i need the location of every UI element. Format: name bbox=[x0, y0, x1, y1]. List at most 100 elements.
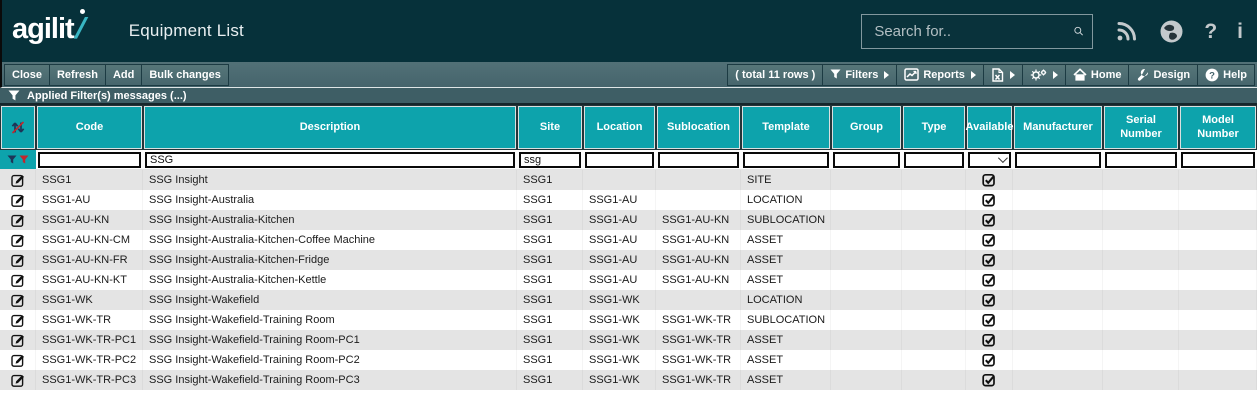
available-filter-select[interactable] bbox=[968, 151, 1011, 168]
cell-group bbox=[831, 290, 902, 310]
sort-column-header[interactable] bbox=[1, 106, 35, 149]
serial-number-filter-input[interactable] bbox=[1105, 151, 1177, 168]
feed-icon[interactable] bbox=[1115, 19, 1139, 43]
edit-row-button[interactable] bbox=[0, 330, 36, 350]
available-checkbox bbox=[982, 193, 995, 207]
cell-manufacturer bbox=[1013, 210, 1103, 230]
export-menu-button[interactable] bbox=[982, 63, 1022, 86]
globe-icon[interactable] bbox=[1159, 19, 1184, 44]
edit-row-button[interactable] bbox=[0, 350, 36, 370]
cell-available[interactable] bbox=[966, 290, 1013, 310]
cell-available[interactable] bbox=[966, 250, 1013, 270]
cell-site: SSG1 bbox=[517, 310, 583, 330]
column-header-sublocation[interactable]: Sublocation bbox=[657, 106, 740, 149]
column-header-group[interactable]: Group bbox=[832, 106, 901, 149]
close-button[interactable]: Close bbox=[4, 63, 49, 86]
column-header-description[interactable]: Description bbox=[144, 106, 516, 149]
search-input[interactable] bbox=[874, 22, 1074, 40]
cell-template: SITE bbox=[741, 170, 831, 190]
cell-sublocation bbox=[656, 170, 741, 190]
filter-actions-cell[interactable] bbox=[0, 150, 36, 169]
cell-template: ASSET bbox=[741, 270, 831, 290]
column-header-template[interactable]: Template bbox=[742, 106, 830, 149]
reports-menu-button[interactable]: Reports bbox=[896, 63, 983, 86]
cell-site: SSG1 bbox=[517, 230, 583, 250]
edit-row-button[interactable] bbox=[0, 230, 36, 250]
submenu-arrow-icon bbox=[1052, 70, 1058, 79]
group-filter-input[interactable] bbox=[833, 151, 900, 168]
info-icon[interactable]: i bbox=[1237, 19, 1243, 43]
gears-icon bbox=[1030, 69, 1047, 80]
code-filter-input[interactable] bbox=[38, 151, 141, 168]
cell-model-number bbox=[1179, 290, 1257, 310]
cell-available[interactable] bbox=[966, 370, 1013, 390]
apply-filter-icon[interactable] bbox=[7, 155, 17, 165]
edit-row-button[interactable] bbox=[0, 290, 36, 310]
bulk-changes-button[interactable]: Bulk changes bbox=[141, 63, 229, 86]
filters-menu-button[interactable]: Filters bbox=[822, 63, 897, 86]
manufacturer-filter-input[interactable] bbox=[1015, 151, 1101, 168]
edit-row-button[interactable] bbox=[0, 310, 36, 330]
applied-filters-bar[interactable]: Applied Filter(s) messages (...) bbox=[0, 88, 1257, 105]
cell-sublocation: SSG1-AU-KN bbox=[656, 270, 741, 290]
cell-available[interactable] bbox=[966, 170, 1013, 190]
settings-menu-button[interactable] bbox=[1021, 63, 1065, 86]
home-button[interactable]: Home bbox=[1064, 63, 1129, 86]
cell-template: LOCATION bbox=[741, 190, 831, 210]
model-number-filter-input[interactable] bbox=[1181, 151, 1255, 168]
edit-row-button[interactable] bbox=[0, 170, 36, 190]
cell-group bbox=[831, 270, 902, 290]
cell-sublocation bbox=[656, 290, 741, 310]
column-header-available[interactable]: Available bbox=[966, 106, 1013, 149]
cell-available[interactable] bbox=[966, 310, 1013, 330]
cell-available[interactable] bbox=[966, 190, 1013, 210]
cell-sublocation: SSG1-WK-TR bbox=[656, 350, 741, 370]
column-header-site[interactable]: Site bbox=[518, 106, 582, 149]
cell-site: SSG1 bbox=[517, 350, 583, 370]
edit-row-button[interactable] bbox=[0, 210, 36, 230]
help-button[interactable]: ? Help bbox=[1197, 63, 1255, 86]
site-filter-input[interactable] bbox=[519, 151, 581, 168]
cell-group bbox=[831, 310, 902, 330]
add-button[interactable]: Add bbox=[104, 63, 142, 86]
refresh-button[interactable]: Refresh bbox=[48, 63, 105, 86]
available-checkbox bbox=[982, 233, 995, 247]
location-filter-input[interactable] bbox=[585, 151, 654, 168]
cell-description: SSG Insight-Wakefield-Training Room bbox=[143, 310, 517, 330]
cell-group bbox=[831, 250, 902, 270]
column-header-serial-number[interactable]: Serial Number bbox=[1104, 106, 1178, 149]
sublocation-filter-input[interactable] bbox=[658, 151, 739, 168]
cell-available[interactable] bbox=[966, 350, 1013, 370]
column-header-model-number[interactable]: Model Number bbox=[1180, 106, 1256, 149]
column-header-manufacturer[interactable]: Manufacturer bbox=[1014, 106, 1102, 149]
table-filter-row bbox=[0, 150, 1257, 170]
type-filter-input[interactable] bbox=[904, 151, 964, 168]
column-header-code[interactable]: Code bbox=[37, 106, 142, 149]
clear-filter-icon[interactable] bbox=[19, 155, 29, 165]
edit-icon bbox=[10, 294, 24, 307]
filter-icon bbox=[830, 69, 841, 79]
cell-model-number bbox=[1179, 230, 1257, 250]
edit-row-button[interactable] bbox=[0, 250, 36, 270]
design-button[interactable]: Design bbox=[1128, 63, 1198, 86]
cell-available[interactable] bbox=[966, 330, 1013, 350]
description-filter-input[interactable] bbox=[145, 151, 515, 168]
edit-icon bbox=[10, 174, 24, 187]
column-header-location[interactable]: Location bbox=[584, 106, 655, 149]
edit-row-button[interactable] bbox=[0, 270, 36, 290]
table-row: SSG1-AU-KN-CM SSG Insight-Australia-Kitc… bbox=[0, 230, 1257, 250]
search-icon[interactable] bbox=[1073, 19, 1084, 43]
edit-row-button[interactable] bbox=[0, 190, 36, 210]
search-box[interactable] bbox=[861, 13, 1094, 49]
cell-available[interactable] bbox=[966, 270, 1013, 290]
edit-row-button[interactable] bbox=[0, 370, 36, 390]
template-filter-input[interactable] bbox=[743, 151, 829, 168]
cell-available[interactable] bbox=[966, 210, 1013, 230]
help-icon[interactable]: ? bbox=[1204, 19, 1218, 43]
column-header-type[interactable]: Type bbox=[903, 106, 965, 149]
cell-available[interactable] bbox=[966, 230, 1013, 250]
cell-description: SSG Insight-Wakefield bbox=[143, 290, 517, 310]
cell-site: SSG1 bbox=[517, 330, 583, 350]
edit-icon bbox=[10, 194, 24, 207]
